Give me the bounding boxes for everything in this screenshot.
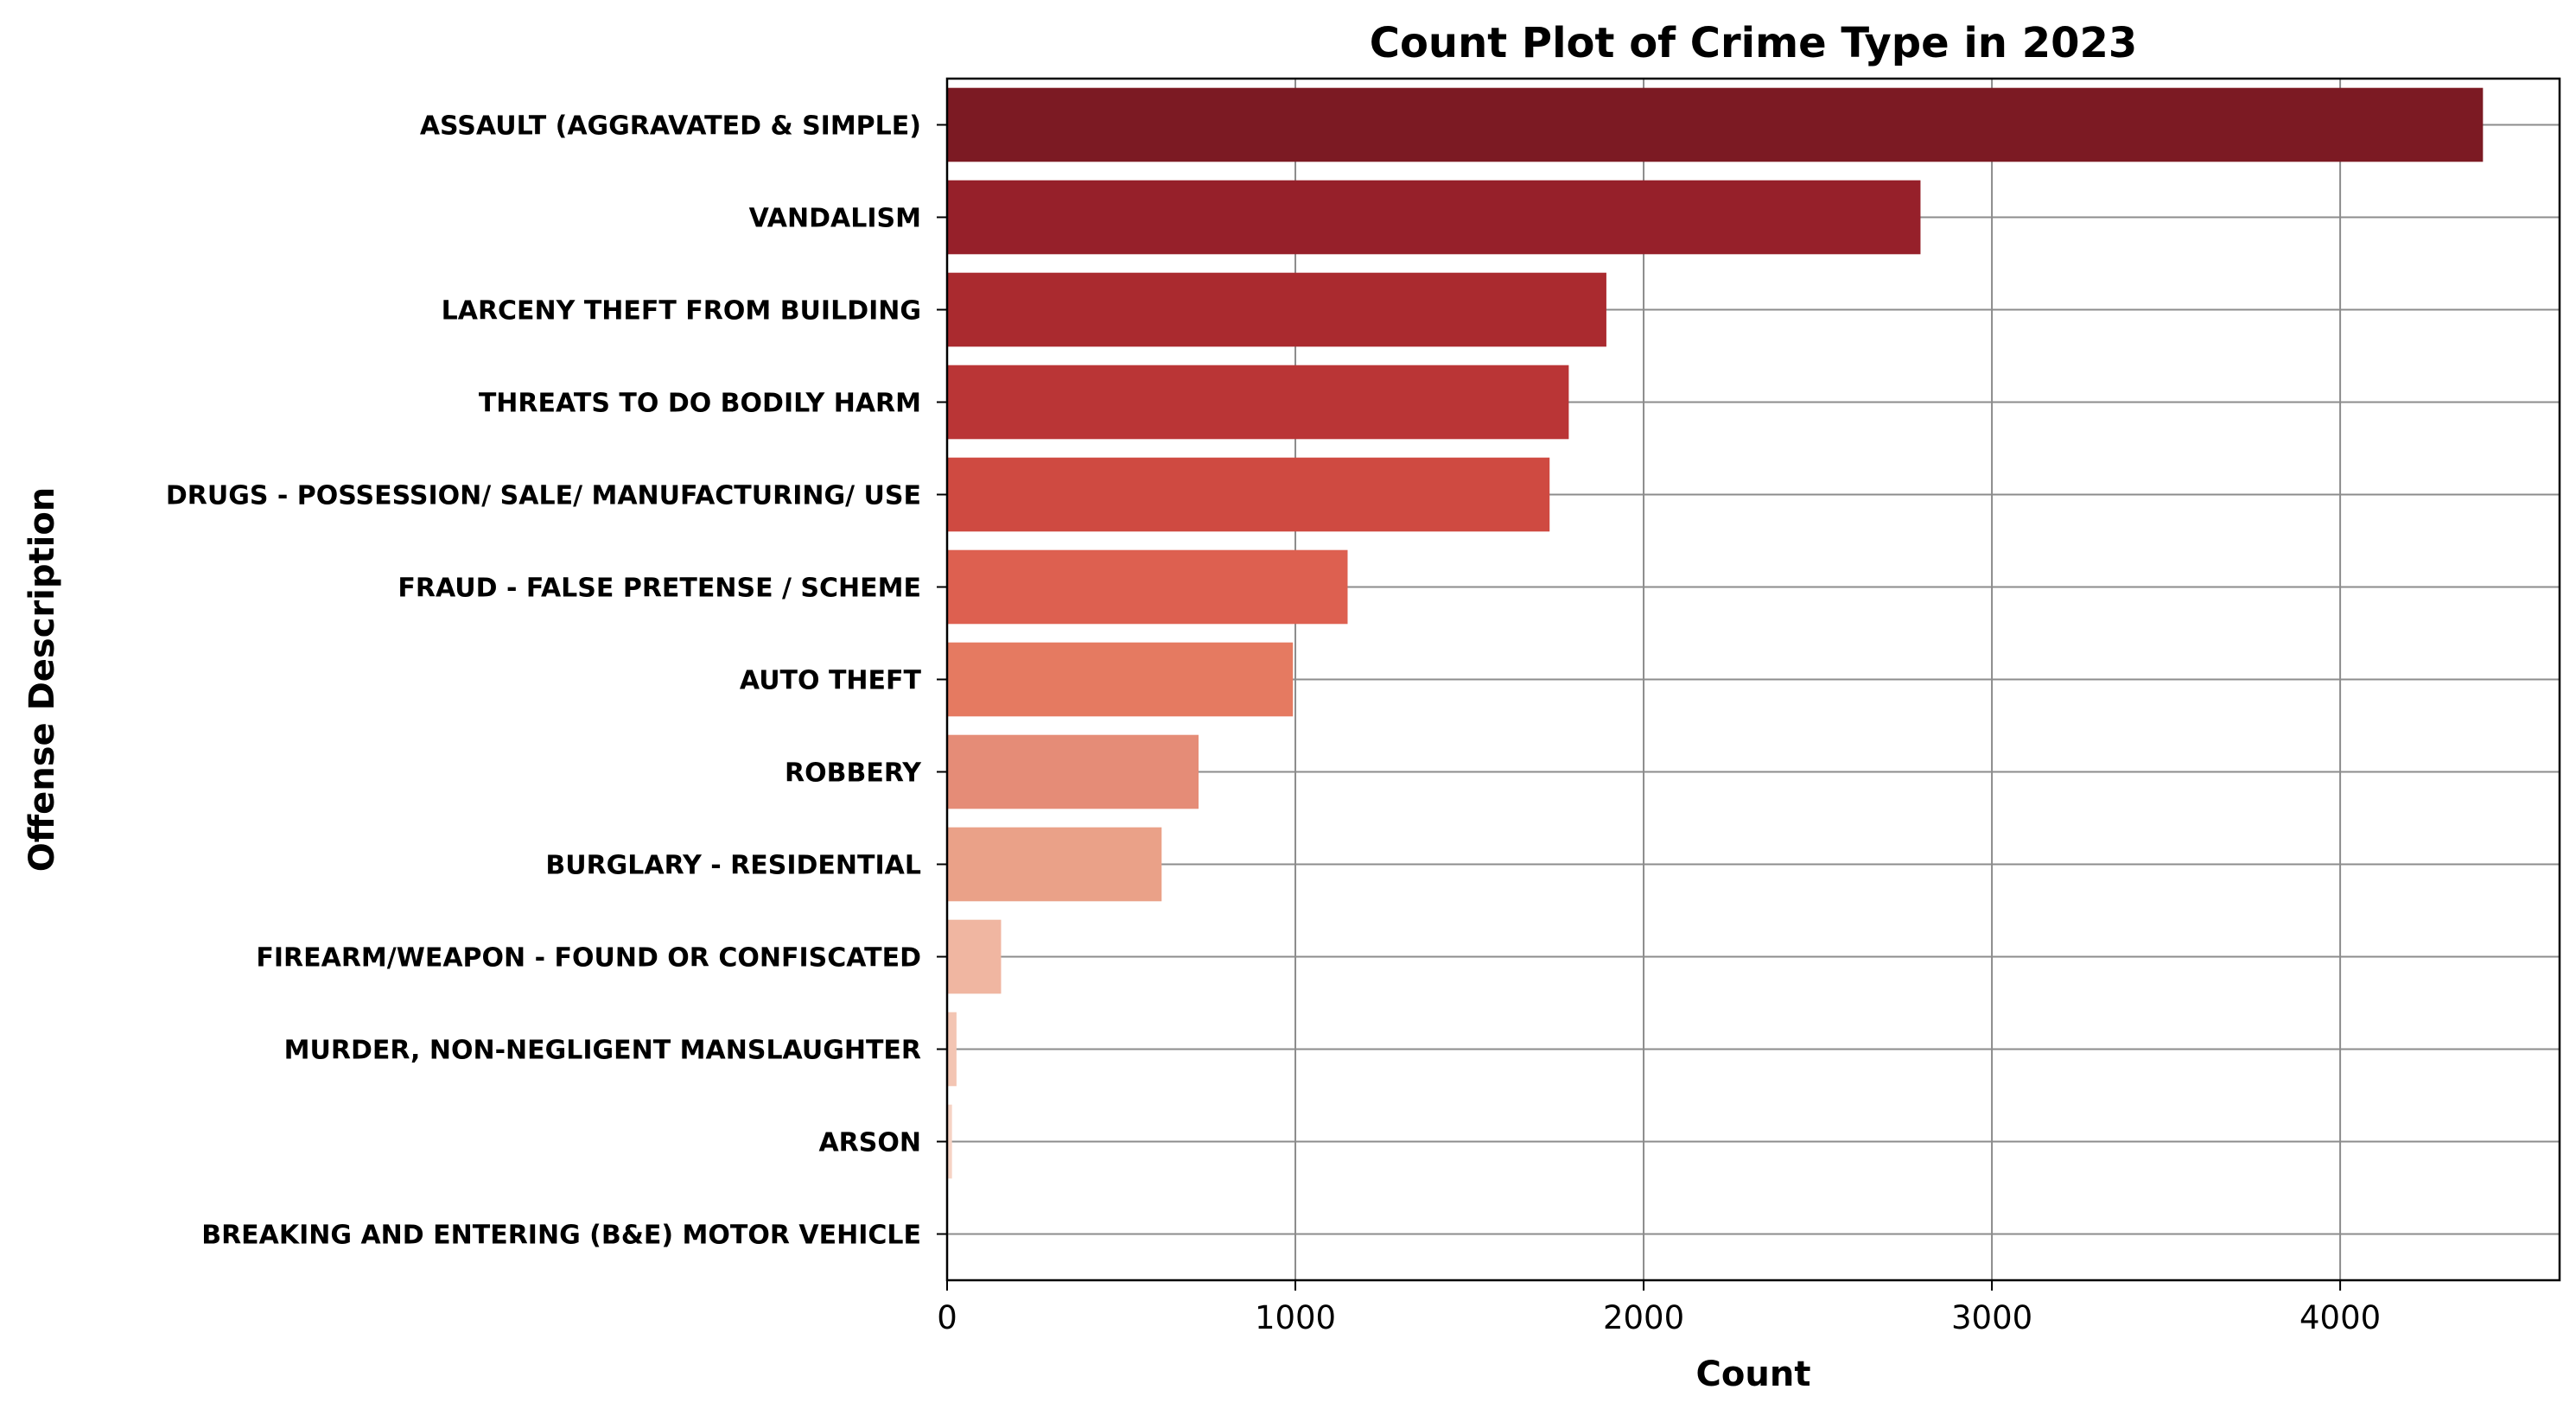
- x-tick-label: 0: [937, 1299, 957, 1336]
- bar-6: [947, 643, 1293, 717]
- x-tick-label: 4000: [2299, 1299, 2381, 1336]
- y-tick-label: ARSON: [818, 1128, 921, 1158]
- y-tick-label: AUTO THEFT: [740, 666, 922, 696]
- bar-0: [947, 88, 2483, 162]
- x-tick-label: 1000: [1255, 1299, 1336, 1336]
- y-tick-label: BURGLARY - RESIDENTIAL: [545, 851, 921, 881]
- bar-4: [947, 458, 1549, 532]
- y-tick-label: VANDALISM: [749, 204, 921, 234]
- chart-title: Count Plot of Crime Type in 2023: [1370, 19, 2138, 67]
- x-tick-label: 2000: [1603, 1299, 1684, 1336]
- y-tick-label: ROBBERY: [785, 758, 922, 789]
- bar-1: [947, 181, 1920, 255]
- bar-5: [947, 550, 1347, 625]
- y-axis-label: Offense Description: [22, 487, 62, 872]
- x-tick-label: 3000: [1951, 1299, 2032, 1336]
- y-tick-label: THREATS TO DO BODILY HARM: [479, 389, 921, 419]
- bar-8: [947, 828, 1161, 902]
- y-tick-label: ASSAULT (AGGRAVATED & SIMPLE): [420, 111, 921, 142]
- bar-7: [947, 735, 1199, 809]
- y-tick-label: BREAKING AND ENTERING (B&E) MOTOR VEHICL…: [201, 1221, 921, 1251]
- y-tick-label: DRUGS - POSSESSION/ SALE/ MANUFACTURING/…: [166, 481, 921, 511]
- bar-10: [947, 1012, 957, 1087]
- bar-9: [947, 920, 1001, 994]
- y-tick-label: FRAUD - FALSE PRETENSE / SCHEME: [398, 574, 921, 604]
- y-tick-label: MURDER, NON-NEGLIGENT MANSLAUGHTER: [284, 1036, 921, 1066]
- y-tick-label: FIREARM/WEAPON - FOUND OR CONFISCATED: [256, 943, 921, 974]
- bar-3: [947, 365, 1568, 440]
- x-axis-label: Count: [1696, 1355, 1811, 1394]
- y-tick-label: LARCENY THEFT FROM BUILDING: [442, 296, 921, 327]
- bar-2: [947, 273, 1606, 347]
